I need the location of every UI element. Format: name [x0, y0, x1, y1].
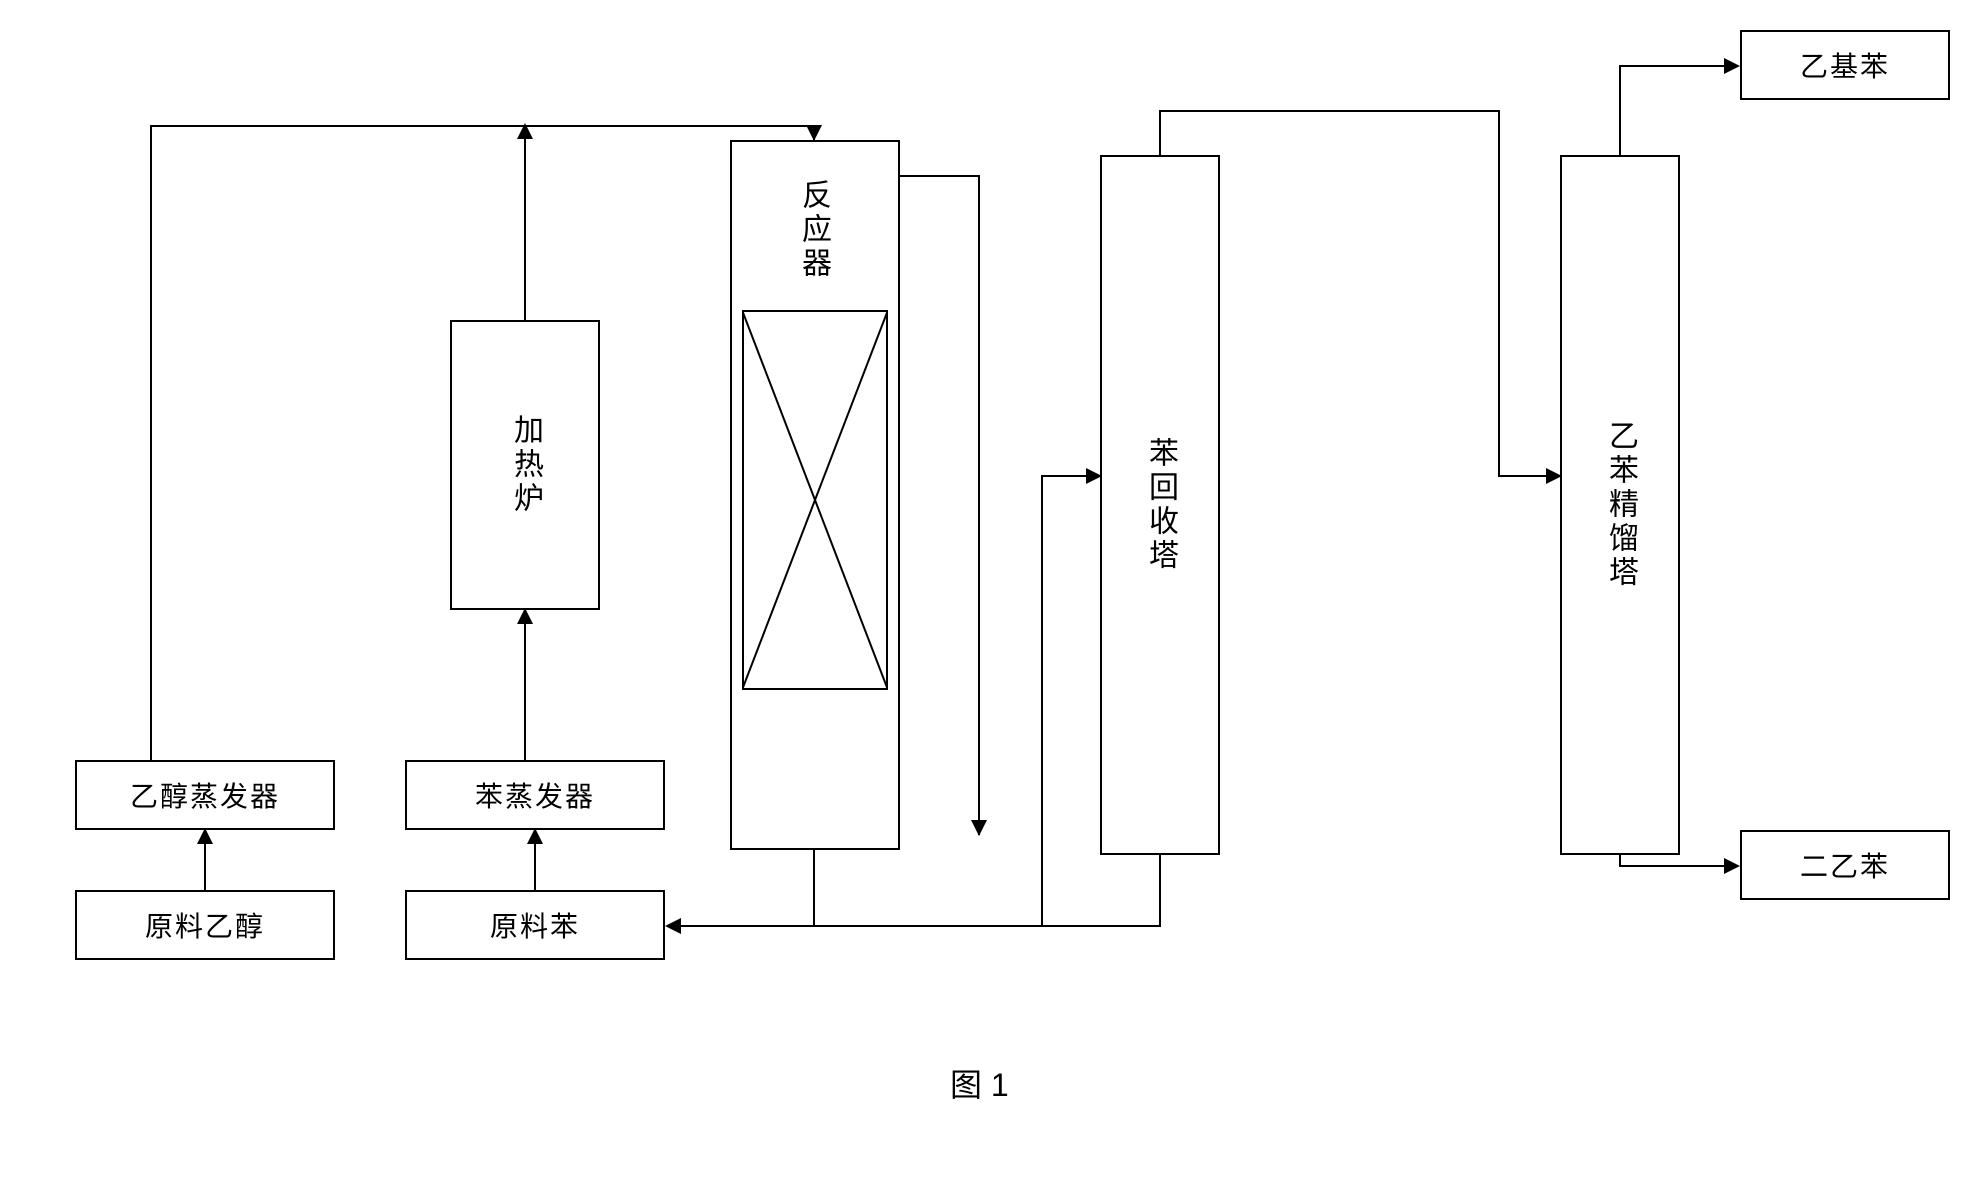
arrow-head-icon — [665, 918, 681, 934]
arrow-line — [813, 850, 815, 925]
arrow-head-icon — [517, 608, 533, 624]
ethanol-evaporator-label: 乙醇蒸发器 — [130, 775, 280, 815]
arrow-line — [978, 175, 980, 835]
arrow-line — [1498, 475, 1552, 477]
benzene-feed-block: 原料苯 — [405, 890, 665, 960]
arrow-line — [1619, 65, 1621, 155]
reactor-label-box: 反应器 — [758, 160, 868, 300]
heater-block: 加热炉 — [450, 320, 600, 610]
arrow-line — [1159, 110, 1500, 112]
benzene-recovery-block: 苯回收塔 — [1100, 155, 1220, 855]
arrow-head-icon — [197, 828, 213, 844]
arrow-line — [150, 125, 815, 127]
benzene-evaporator-label: 苯蒸发器 — [475, 775, 595, 815]
arrow-head-icon — [1724, 858, 1740, 874]
arrow-line — [1041, 475, 1091, 477]
arrow-head-icon — [971, 820, 987, 836]
arrow-head-icon — [1546, 468, 1562, 484]
arrow-line — [150, 125, 152, 760]
ethylbenzene-block: 乙基苯 — [1740, 30, 1950, 100]
benzene-evaporator-block: 苯蒸发器 — [405, 760, 665, 830]
arrow-line — [524, 125, 526, 320]
diethylbenzene-label: 二乙苯 — [1800, 845, 1890, 885]
reactor-label: 反应器 — [791, 179, 835, 281]
ethanol-evaporator-block: 乙醇蒸发器 — [75, 760, 335, 830]
arrow-line — [1159, 110, 1161, 155]
eb-distillation-block: 乙苯精馏塔 — [1560, 155, 1680, 855]
ethanol-feed-block: 原料乙醇 — [75, 890, 335, 960]
arrow-line — [1159, 855, 1161, 925]
arrow-line — [1498, 110, 1500, 475]
benzene-recovery-label: 苯回收塔 — [1138, 437, 1182, 573]
arrow-line — [680, 925, 1161, 927]
arrow-head-icon — [1724, 58, 1740, 74]
arrow-line — [1619, 65, 1729, 67]
arrow-line — [1619, 865, 1729, 867]
ethylbenzene-label: 乙基苯 — [1800, 45, 1890, 85]
eb-distillation-label: 乙苯精馏塔 — [1598, 420, 1642, 590]
arrow-line — [1041, 475, 1043, 927]
figure-caption: 图 1 — [950, 1060, 1009, 1106]
reactor-bed-x — [742, 310, 888, 690]
caption-text: 图 1 — [950, 1067, 1009, 1103]
diethylbenzene-block: 二乙苯 — [1740, 830, 1950, 900]
arrow-line — [900, 175, 980, 177]
arrow-line — [524, 610, 526, 760]
heater-label: 加热炉 — [503, 414, 547, 516]
arrow-head-icon — [527, 828, 543, 844]
ethanol-feed-label: 原料乙醇 — [145, 905, 265, 945]
benzene-feed-label: 原料苯 — [490, 905, 580, 945]
arrow-head-icon — [1086, 468, 1102, 484]
arrow-head-icon — [806, 125, 822, 141]
